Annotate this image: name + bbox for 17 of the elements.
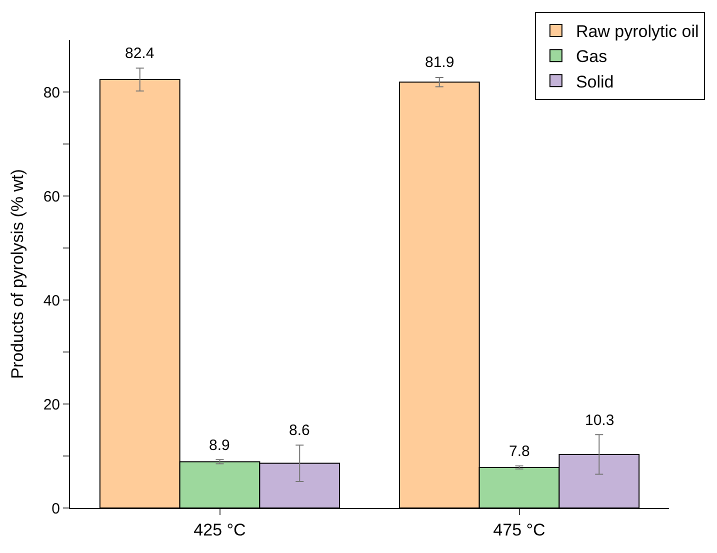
y-tick-label: 20: [43, 396, 60, 414]
data-label: 81.9: [425, 54, 454, 71]
y-tick-label: 0: [52, 500, 60, 518]
y-tick-label: 40: [43, 292, 60, 310]
legend-label: Gas: [576, 47, 608, 66]
legend-label: Raw pyrolytic oil: [576, 22, 699, 42]
data-label: 8.9: [209, 437, 230, 454]
data-label: 7.8: [509, 443, 530, 460]
y-tick-label: 60: [43, 188, 60, 206]
data-label: 82.4: [125, 45, 154, 62]
data-label: 10.3: [585, 412, 614, 429]
data-label: 8.6: [289, 422, 310, 439]
y-axis-title: Products of pyrolysis (% wt): [8, 169, 27, 379]
x-tick-label: 425 °C: [194, 520, 246, 540]
y-tick-label: 80: [43, 84, 60, 102]
legend-label: Solid: [576, 72, 614, 92]
x-tick-label: 475 °C: [493, 520, 546, 540]
